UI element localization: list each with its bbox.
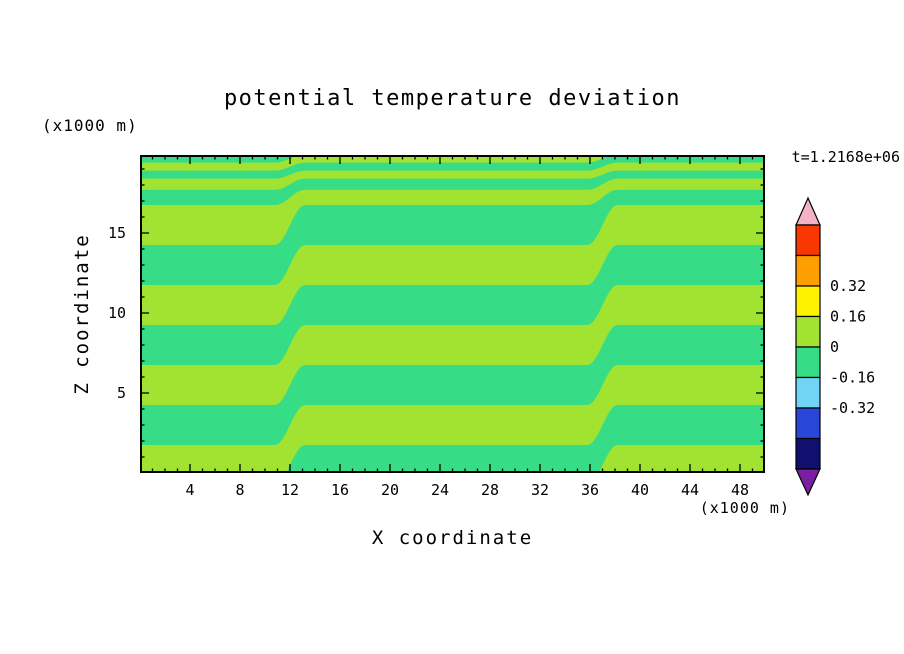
- y-tick-label: 15: [107, 224, 126, 242]
- field-positive-band: [140, 205, 765, 325]
- y-axis-unit-label: (x1000 m): [42, 116, 138, 135]
- x-tick-label: 12: [280, 481, 300, 499]
- x-tick-label: 24: [430, 481, 450, 499]
- y-tick-label: 5: [116, 384, 126, 402]
- field-positive-band: [140, 162, 765, 190]
- colorbar-segment: [795, 254, 821, 287]
- colorbar-label: 0.32: [830, 277, 866, 295]
- x-axis-unit-label: (x1000 m): [699, 499, 790, 517]
- y-tick-label: 10: [107, 304, 126, 322]
- x-tick-label: 48: [730, 481, 750, 499]
- x-tick-label: 44: [680, 481, 700, 499]
- x-tick-label: 16: [330, 481, 350, 499]
- time-annotation: t=1.2168e+06: [791, 148, 900, 166]
- x-tick-label: 32: [530, 481, 550, 499]
- colorbar-segment: [795, 376, 821, 409]
- colorbar-arrow-top: [795, 196, 821, 226]
- x-tick-label: 8: [235, 481, 245, 499]
- x-tick-label: 4: [185, 481, 195, 499]
- colorbar-segment: [795, 437, 821, 470]
- x-tick-label: 40: [630, 481, 650, 499]
- contour-plot: [140, 155, 765, 473]
- field-positive-bands: [140, 155, 765, 473]
- colorbar-label: 0.16: [830, 308, 866, 326]
- colorbar: 0.32 0.16 0 -0.16 -0.32: [795, 196, 875, 497]
- colorbar-segment: [795, 407, 821, 440]
- colorbar-segment: [795, 315, 821, 348]
- x-axis-title: X coordinate: [371, 527, 534, 549]
- plot-frame: [140, 155, 765, 473]
- x-tick-label: 20: [380, 481, 400, 499]
- colorbar-arrow-bottom: [795, 468, 821, 497]
- colorbar-segment: [795, 285, 821, 318]
- chart-title: potential temperature deviation: [223, 86, 682, 111]
- colorbar-segment: [795, 346, 821, 379]
- x-tick-label: 36: [580, 481, 600, 499]
- colorbar-segment: [795, 224, 821, 257]
- field-positive-band: [140, 178, 765, 245]
- field-positive-band: [140, 365, 765, 473]
- x-tick-label: 28: [480, 481, 500, 499]
- colorbar-label: -0.16: [830, 369, 875, 387]
- field-positive-band: [140, 285, 765, 405]
- field-positive-band: [140, 155, 614, 171]
- colorbar-label: 0: [830, 338, 839, 356]
- colorbar-label: -0.32: [830, 399, 875, 417]
